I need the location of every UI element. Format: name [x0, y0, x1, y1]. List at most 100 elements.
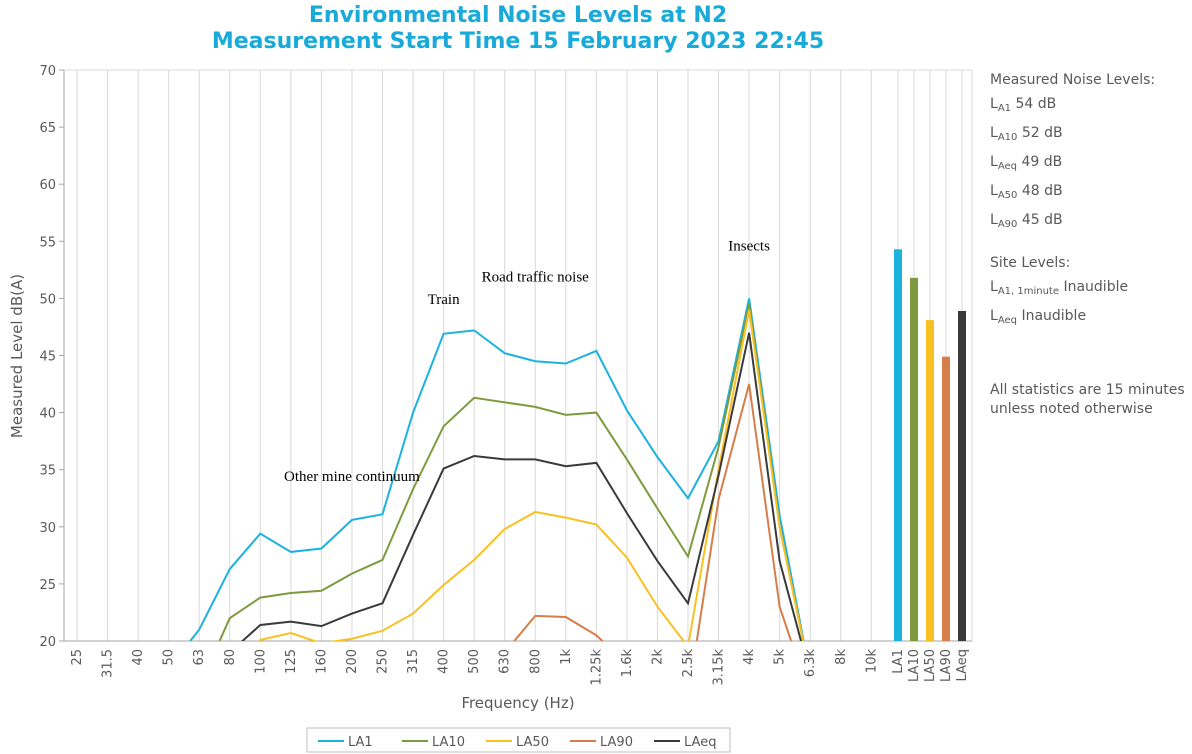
x-tick-label: 8k: [834, 649, 849, 665]
chart-title: Environmental Noise Levels at N2: [309, 3, 727, 28]
bar: [942, 356, 950, 641]
legend-label: LA1: [348, 735, 373, 750]
x-tick-label: 100: [253, 649, 268, 674]
note-text: L: [990, 183, 998, 199]
y-tick-label: 50: [39, 292, 56, 307]
x-tick-label: 315: [406, 649, 421, 674]
note-text: Site Levels:: [990, 255, 1071, 271]
y-tick-label: 45: [39, 350, 56, 365]
annotation: Train: [428, 292, 460, 308]
note-text: All statistics are 15 minutes unless not…: [990, 382, 1185, 417]
chart-subtitle: Measurement Start Time 15 February 2023 …: [212, 29, 824, 54]
note-item: LA10 52 dB: [990, 121, 1185, 150]
bar: [926, 320, 934, 641]
y-tick-label: 70: [39, 64, 56, 79]
legend-label: LA50: [516, 735, 549, 750]
note-footnote: All statistics are 15 minutes unless not…: [990, 381, 1185, 419]
x-tick-label: 4k: [742, 649, 757, 665]
x-tick-label: 1k: [559, 649, 574, 665]
bar: [910, 277, 918, 641]
y-tick-label: 35: [39, 464, 56, 479]
note-text: L: [990, 154, 998, 170]
x-tick-label: 2k: [650, 649, 665, 665]
x-tick-label: 10k: [864, 649, 879, 674]
bar: [958, 310, 966, 641]
y-tick-label: 20: [39, 635, 56, 650]
series-line: [188, 298, 805, 641]
note-text: A50: [997, 190, 1018, 201]
x-tick-label: LA90: [939, 649, 954, 682]
series-line: [258, 309, 805, 641]
note-text: Inaudible: [1063, 279, 1129, 295]
note-text: Measured Noise Levels:: [990, 72, 1156, 88]
x-tick-label: 6.3k: [803, 649, 818, 678]
x-tick-label: 630: [498, 649, 513, 674]
note-text: L: [990, 308, 998, 324]
series-line: [218, 303, 805, 641]
x-tick-label: 160: [314, 649, 329, 674]
note-item: LA90 45 dB: [990, 208, 1185, 237]
x-tick-label: 40: [131, 649, 146, 666]
note-text: Inaudible: [1021, 308, 1087, 324]
x-tick-label: LA50: [923, 649, 938, 682]
x-tick-label: 80: [223, 649, 238, 666]
note-item: LA50 48 dB: [990, 179, 1185, 208]
y-tick-label: 60: [39, 178, 56, 193]
y-axis-label: Measured Level dB(A): [8, 274, 26, 438]
note-heading: Site Levels:: [990, 251, 1185, 275]
y-tick-label: 40: [39, 407, 56, 422]
legend-label: LAeq: [684, 735, 716, 750]
x-tick-label: 63: [192, 649, 207, 666]
x-tick-label: 2.5k: [681, 649, 696, 678]
x-tick-label: LA10: [907, 649, 922, 682]
note-text: A10: [997, 132, 1018, 143]
x-tick-label: 3.15k: [712, 649, 727, 686]
y-tick-label: 55: [39, 235, 56, 250]
note-item: LA1 54 dB: [990, 92, 1185, 121]
note-text: L: [990, 212, 998, 228]
note-text: A90: [997, 219, 1018, 230]
x-tick-label: 1.6k: [620, 649, 635, 678]
note-item: LAeq 49 dB: [990, 150, 1185, 179]
annotation: Other mine continuum: [284, 469, 420, 485]
note-text: L: [990, 96, 998, 112]
note-text: 45 dB: [1021, 212, 1063, 228]
note-heading: Measured Noise Levels:: [990, 68, 1185, 92]
y-tick-label: 30: [39, 521, 56, 536]
note-text: Aeq: [997, 315, 1017, 326]
y-tick-label: 25: [39, 578, 56, 593]
legend-box: [306, 727, 731, 753]
x-tick-label: 400: [437, 649, 452, 674]
note-text: A1, 1minute: [997, 286, 1060, 297]
x-tick-label: 800: [528, 649, 543, 674]
note-text: 49 dB: [1021, 154, 1063, 170]
note-text: 52 dB: [1021, 125, 1063, 141]
note-text: Aeq: [997, 161, 1017, 172]
series-line: [240, 332, 803, 641]
x-tick-label: 250: [376, 649, 391, 674]
note-text: A1: [997, 103, 1012, 114]
x-tick-label: 25: [70, 649, 85, 666]
note-item: LA1, 1minute Inaudible: [990, 275, 1185, 304]
x-tick-label: LA1: [891, 649, 906, 674]
x-tick-label: 125: [284, 649, 299, 674]
annotation: Road traffic noise: [482, 269, 590, 285]
series-line: [512, 383, 793, 641]
y-tick-label: 65: [39, 121, 56, 136]
bar: [894, 249, 902, 641]
legend-label: LA90: [600, 735, 633, 750]
notes: Measured Noise Levels: LA1 54 dB LA10 52 d…: [990, 68, 1185, 419]
x-tick-label: 31.5: [101, 649, 116, 678]
x-tick-label: 50: [162, 649, 177, 666]
annotation: Insects: [728, 238, 770, 254]
note-text: 54 dB: [1015, 96, 1057, 112]
x-tick-label: 500: [467, 649, 482, 674]
x-tick-label: 5k: [773, 649, 788, 665]
x-tick-label: 200: [345, 649, 360, 674]
lines: [188, 298, 805, 641]
x-tick-label: LAeq: [955, 649, 970, 681]
legend-label: LA10: [432, 735, 465, 750]
note-item: LAeq Inaudible: [990, 304, 1185, 333]
